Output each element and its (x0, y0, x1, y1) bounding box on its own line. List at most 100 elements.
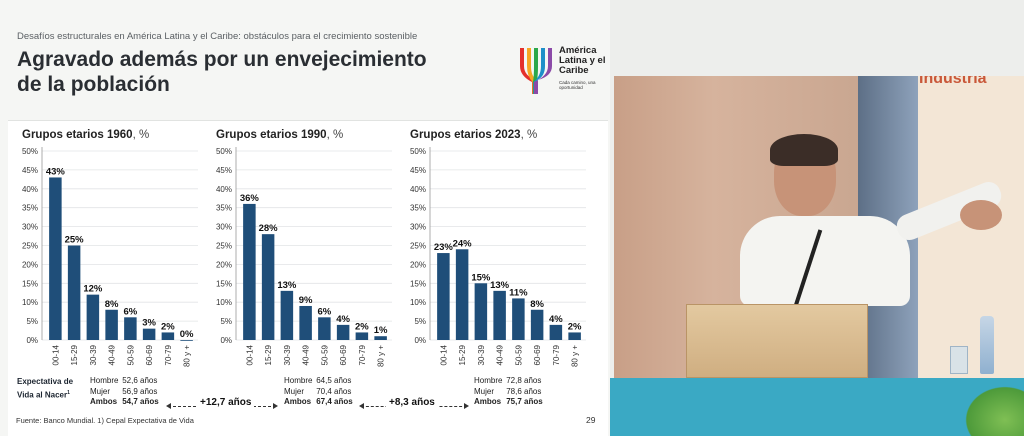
x-tick-label: 70-79 (358, 344, 367, 365)
y-tick-label: 10% (410, 298, 426, 307)
stat-ambos: 67,4 años (316, 397, 353, 406)
bar (243, 203, 256, 340)
bar (261, 234, 275, 340)
x-tick-label: 70-79 (552, 344, 561, 365)
y-tick-label: 40% (22, 185, 38, 194)
stat-hombre: 72,8 años (506, 376, 542, 385)
presentation-slide: Desafíos estructurales en América Latina… (8, 31, 608, 436)
bar (455, 249, 469, 340)
y-tick-label: 35% (410, 204, 426, 213)
bar (161, 332, 175, 340)
stat-label: Ambos (474, 397, 502, 406)
speaker-body (740, 216, 910, 306)
data-label: 6% (318, 306, 332, 317)
y-tick-label: 45% (22, 166, 38, 175)
x-tick-label: 15-29 (458, 344, 467, 365)
logo-tagline: Cada camino, una oportunidad (559, 80, 596, 90)
bar (86, 294, 100, 340)
x-tick-label: 30-39 (283, 344, 292, 365)
y-tick-label: 35% (22, 204, 38, 213)
data-label: 8% (530, 299, 544, 310)
data-label: 24% (453, 238, 473, 249)
stat-label: Ambos (90, 397, 118, 406)
bar (512, 298, 525, 340)
data-label: 23% (434, 242, 454, 253)
water-glass (950, 346, 968, 374)
data-label: 3% (142, 318, 156, 329)
stat-label: Hombre (474, 376, 503, 385)
x-tick-label: 15-29 (264, 344, 273, 365)
stats-2023: Hombre 72,8 años Mujer 78,6 años Ambos 7… (474, 376, 543, 408)
logo-mark-icon (520, 48, 552, 94)
life-expectancy-label: Expectativa de Vida al Nacer1 (17, 377, 87, 401)
data-label: 0% (180, 329, 194, 340)
y-tick-label: 45% (410, 166, 426, 175)
stat-mujer: 70,4 años (316, 386, 352, 396)
source-note: Fuente: Banco Mundial. 1) Cepal Expectat… (16, 416, 194, 425)
data-label: 1% (374, 325, 388, 336)
data-label: 36% (240, 193, 260, 204)
bar (105, 309, 118, 340)
y-tick-label: 5% (414, 317, 426, 326)
data-label: 9% (299, 295, 313, 306)
x-tick-label: 80 y + (377, 345, 386, 367)
chart-title-1960: Grupos etarios 1960, % (22, 129, 149, 141)
bar (124, 317, 137, 340)
x-tick-label: 30-39 (89, 344, 98, 365)
bar (493, 290, 506, 340)
background-screen-text: Industria (919, 76, 987, 87)
y-tick-label: 15% (22, 279, 38, 288)
bar (299, 305, 312, 340)
x-tick-label: 60-69 (533, 344, 542, 365)
bar (530, 309, 544, 340)
page-number: 29 (586, 415, 596, 425)
y-tick-label: 50% (410, 147, 426, 156)
y-tick-label: 30% (216, 223, 232, 232)
y-tick-label: 5% (220, 317, 232, 326)
x-tick-label: 00-14 (51, 344, 60, 365)
stat-hombre: 52,6 años (122, 376, 158, 385)
y-tick-label: 20% (22, 260, 38, 269)
x-tick-label: 80 y + (571, 345, 580, 367)
data-label: 25% (65, 235, 85, 246)
chart-unit: , % (326, 129, 344, 141)
diff-1960-1990: +12,7 años (197, 397, 255, 408)
x-tick-label: 50-59 (126, 344, 135, 365)
slide-title: Agravado además por un envejecimiento de… (17, 48, 427, 96)
bar (374, 336, 387, 340)
y-tick-label: 30% (22, 223, 38, 232)
y-tick-label: 0% (414, 336, 426, 345)
stat-mujer: 56,9 años (122, 386, 158, 396)
y-tick-label: 20% (410, 260, 426, 269)
x-tick-label: 40-49 (496, 344, 505, 365)
stats-1990: Hombre 64,5 años Mujer 70,4 años Ambos 6… (284, 376, 353, 408)
bar (280, 290, 294, 340)
speaker-hand (960, 200, 1002, 230)
data-label: 13% (277, 280, 297, 291)
water-bottle (980, 316, 994, 374)
x-tick-label: 15-29 (70, 344, 79, 365)
life-expectancy-text: Expectativa de Vida al Nacer (17, 377, 74, 400)
data-label: 13% (490, 280, 510, 291)
x-tick-label: 70-79 (164, 344, 173, 365)
stat-label: Hombre (284, 376, 313, 385)
chart-title-text: Grupos etarios 1960 (22, 129, 133, 141)
x-tick-label: 40-49 (108, 344, 117, 365)
y-tick-label: 30% (410, 223, 426, 232)
data-label: 2% (161, 321, 175, 332)
slide-supertitle: Desafíos estructurales en América Latina… (17, 31, 418, 42)
data-label: 28% (259, 223, 279, 234)
chart-unit: , % (520, 129, 538, 141)
diff-1990-2023: +8,3 años (386, 397, 438, 408)
data-label: 4% (336, 314, 350, 325)
x-tick-label: 00-14 (245, 344, 254, 365)
y-tick-label: 10% (22, 298, 38, 307)
stat-mujer: 78,6 años (506, 386, 542, 396)
y-tick-label: 10% (216, 298, 232, 307)
data-label: 43% (46, 166, 66, 177)
stats-1960: Hombre 52,6 años Mujer 56,9 años Ambos 5… (90, 376, 159, 408)
x-tick-label: 60-69 (339, 344, 348, 365)
bar (549, 324, 563, 340)
y-tick-label: 50% (216, 147, 232, 156)
speaker-video: Industria (614, 76, 1024, 378)
